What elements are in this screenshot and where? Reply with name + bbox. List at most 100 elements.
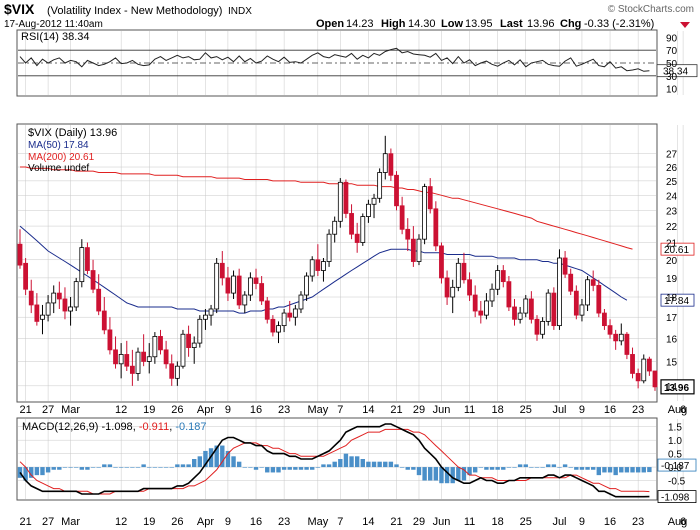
- candle-body: [197, 318, 203, 344]
- x-tick-label-price: Mar: [61, 404, 80, 416]
- x-tick-label-macd: 25: [520, 516, 532, 528]
- candle-body: [517, 312, 523, 320]
- macd-histogram-bar: [472, 467, 478, 473]
- x-tick-label-macd: 18: [492, 516, 504, 528]
- candle-body: [118, 354, 124, 365]
- ma50-legend-text: MA(50) 17.84: [28, 140, 89, 151]
- candle-body: [500, 270, 506, 283]
- macd-histogram-bar: [349, 456, 354, 468]
- x-tick-label-price: Apr: [197, 404, 214, 416]
- candle-body: [203, 314, 208, 320]
- macd-histogram-bar: [152, 467, 158, 468]
- macd-histogram-bar: [253, 467, 259, 470]
- candle-body: [231, 275, 236, 294]
- price-tick-label: 24: [666, 191, 678, 202]
- x-tick-label-price: 11: [464, 404, 475, 416]
- macd-tick-label: 1.5: [668, 423, 682, 434]
- candle-body: [568, 273, 574, 292]
- price-tick-label: 23: [666, 206, 678, 217]
- x-tick-label-price: 16: [604, 404, 616, 416]
- macd-histogram-bar: [394, 464, 399, 468]
- candle-body: [101, 310, 107, 331]
- macd-histogram-bar: [293, 467, 298, 470]
- price-panel: [16, 123, 658, 403]
- macd-histogram-bar: [276, 467, 281, 473]
- x-tick-label-macd: 11: [464, 516, 475, 528]
- last-price-label: 13.96: [664, 383, 689, 394]
- candle-body: [236, 275, 242, 306]
- x-tick-label-price: 7: [337, 404, 343, 416]
- candle-body: [484, 300, 489, 316]
- open-value: 14.23: [346, 18, 374, 30]
- candle-body: [146, 356, 152, 362]
- x-tick-label-price: 16: [250, 404, 262, 416]
- candle-body: [56, 292, 62, 300]
- macd-histogram-bar: [51, 467, 56, 470]
- candle-body: [292, 308, 298, 318]
- candle-body: [276, 325, 281, 333]
- macd-histogram-bar: [135, 467, 141, 468]
- candle-body: [62, 298, 68, 312]
- symbol-title: $VIX: [4, 1, 35, 17]
- candle-body: [34, 304, 40, 322]
- candle-body: [410, 238, 416, 262]
- candle-body: [343, 181, 349, 214]
- x-tick-label-macd: 19: [143, 516, 155, 528]
- macd-histogram-bar: [590, 467, 596, 470]
- x-tick-label-price: 29: [413, 404, 425, 416]
- macd-histogram-bar: [186, 464, 191, 468]
- macd-histogram-bar: [231, 456, 236, 468]
- candle-body: [461, 262, 467, 281]
- macd-histogram-bar: [444, 467, 450, 484]
- macd-histogram-bar: [158, 467, 163, 468]
- x-tick-label-macd: 14: [362, 516, 374, 528]
- ma50-line: [19, 225, 628, 314]
- candle-body: [68, 306, 73, 312]
- candle-body: [377, 172, 383, 199]
- x-tick-label-price: 26: [171, 404, 183, 416]
- macd-histogram-bar: [607, 467, 613, 473]
- candle-body: [281, 312, 287, 327]
- macd-histogram-bar: [517, 464, 523, 468]
- macd-histogram-bar: [467, 467, 472, 476]
- macd-histogram-bar: [225, 450, 231, 468]
- x-tick-label-price: 27: [42, 404, 54, 416]
- candle-body: [360, 216, 366, 243]
- candle-body: [602, 312, 607, 327]
- x-tick-label-price: 19: [143, 404, 155, 416]
- macd-histogram-bar: [29, 467, 34, 478]
- ma50-last-badge: [660, 293, 695, 307]
- macd-histogram-bar: [411, 467, 416, 470]
- candle-body: [624, 333, 630, 355]
- x-tick-label-price: Jun: [433, 404, 451, 416]
- low-label: Low: [441, 18, 463, 30]
- candle-body: [433, 208, 439, 247]
- candle-body: [478, 310, 484, 316]
- macd-histogram-bar: [23, 467, 28, 481]
- candle-body: [630, 354, 635, 374]
- candle-body: [180, 333, 186, 367]
- x-tick-label-price: 25: [520, 404, 532, 416]
- macd-histogram-bar: [343, 453, 349, 468]
- x-tick-label-price: 23: [278, 404, 290, 416]
- macd-histogram-bar: [40, 467, 45, 476]
- x-tick-label-price: 21: [390, 404, 402, 416]
- candle-body: [337, 181, 343, 222]
- macd-histogram-bar: [506, 467, 512, 468]
- macd-histogram-bar: [270, 467, 276, 473]
- candle-body: [354, 233, 360, 243]
- macd-histogram-bar: [113, 467, 118, 468]
- high-label: High: [381, 18, 406, 30]
- candle-body: [388, 153, 394, 176]
- candle-body: [439, 245, 444, 279]
- rsi-plot: 38.34: [19, 47, 698, 78]
- macd-histogram-bar: [366, 461, 371, 468]
- macd-last-label: -1.098: [661, 493, 690, 504]
- candle-body: [366, 203, 371, 217]
- candle-body: [45, 302, 51, 316]
- candle-body: [287, 312, 293, 318]
- candle-body: [394, 174, 399, 207]
- macd-histogram-bar: [304, 467, 309, 470]
- macd-histogram-bar: [242, 467, 247, 468]
